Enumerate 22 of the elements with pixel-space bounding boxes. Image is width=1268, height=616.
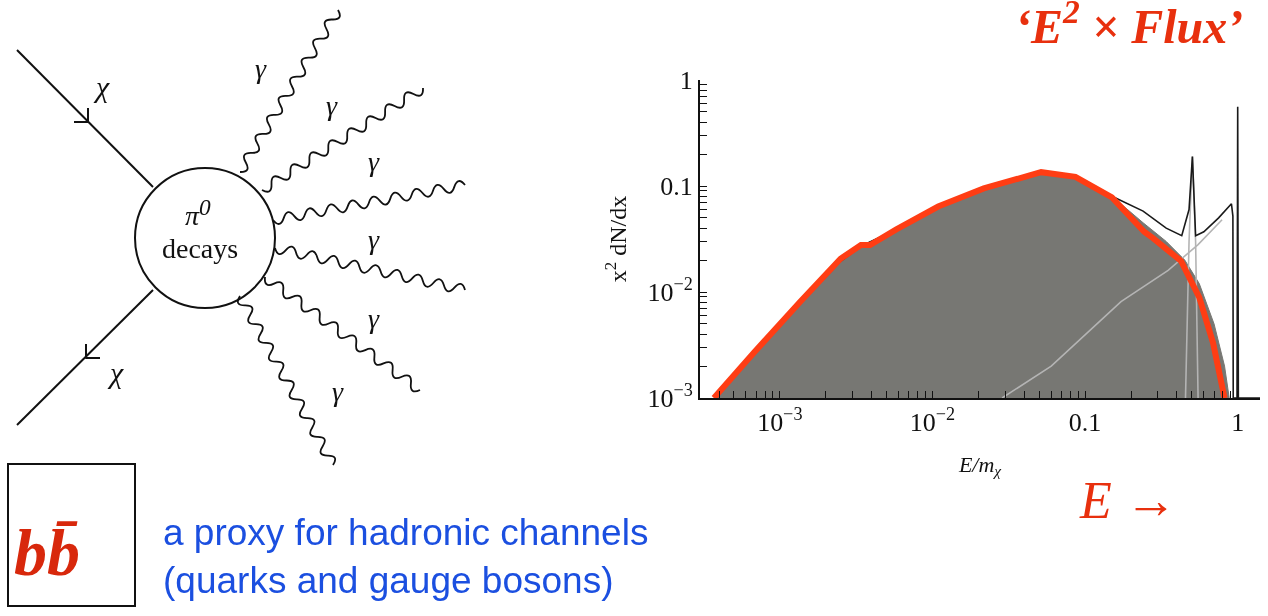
text: (quarks and gauge bosons) <box>163 560 614 601</box>
x-tick-label: 0.1 <box>1068 408 1102 438</box>
y-tick-label: 0.1 <box>660 172 693 202</box>
x-tick-label: 1 <box>1231 408 1245 438</box>
y-tick-label: 10$^{−3}$ <box>647 380 693 414</box>
text: γ <box>368 303 380 334</box>
text: E → <box>1080 472 1177 529</box>
text: γ <box>255 53 267 84</box>
x-tick-label: 10$^{−3}$ <box>757 404 803 438</box>
text: γ <box>368 224 380 255</box>
chart-title: ‘E$^{2}$ × Flux’ <box>1015 0 1244 53</box>
y-tick-label: 1 <box>679 66 693 96</box>
text: decays <box>162 233 239 264</box>
text: a proxy for hadronic channels <box>163 512 649 553</box>
x-axis-title: E/m$_{χ}$ <box>957 451 1003 480</box>
text: bb̄ <box>14 516 80 589</box>
y-tick-label: 10$^{−2}$ <box>647 274 693 308</box>
text: γ <box>326 90 338 121</box>
text: γ <box>332 376 344 407</box>
text: γ <box>368 146 380 177</box>
x-tick-label: 10$^{−2}$ <box>909 404 956 438</box>
text: π$^{0}$ <box>185 194 211 232</box>
